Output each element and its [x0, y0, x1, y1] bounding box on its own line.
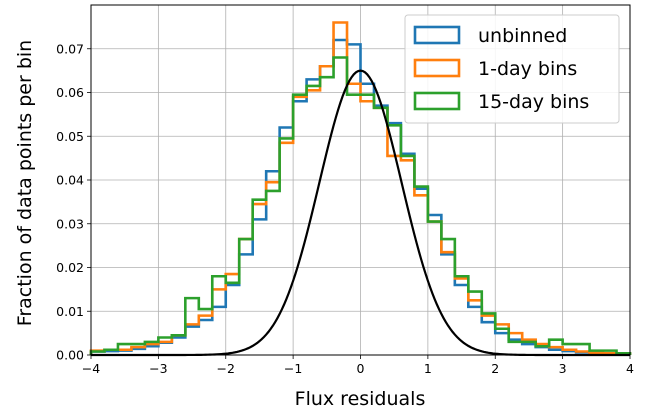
legend-swatch-unbinned	[413, 25, 461, 45]
x-tick-label: 2	[491, 361, 499, 376]
x-tick-label: 3	[559, 361, 567, 376]
y-tick-label: 0.05	[56, 129, 84, 144]
x-axis-label: Flux residuals	[295, 388, 426, 410]
x-tick-label: −4	[82, 361, 100, 376]
legend-label-1-day-bins: 1-day bins	[478, 58, 577, 80]
tick-marks	[87, 48, 631, 359]
y-tick-label: 0.03	[56, 216, 84, 231]
x-tick-label: 0	[357, 361, 365, 376]
y-tick-label: 0.00	[56, 348, 84, 363]
y-axis-label: Fraction of data points per bin	[14, 40, 36, 326]
x-tick-label: −2	[217, 361, 235, 376]
x-tick-label: 4	[626, 361, 634, 376]
y-tick-label: 0.07	[56, 41, 84, 56]
legend: unbinned 1-day bins 15-day bins	[404, 14, 620, 124]
y-tick-label: 0.04	[56, 173, 84, 188]
y-tick-label: 0.01	[56, 304, 84, 319]
x-tick-label: 1	[424, 361, 432, 376]
legend-label-unbinned: unbinned	[478, 25, 567, 47]
tick-labels: −4 −3 −2 −1 0 1 2 3 4 0.00 0.01 0.02 0.03 0.04 0.05 0.0…	[56, 41, 634, 376]
y-tick-label: 0.02	[56, 260, 84, 275]
x-tick-label: −1	[284, 361, 302, 376]
legend-swatch-15-day-bins	[413, 91, 461, 111]
legend-label-15-day-bins: 15-day bins	[478, 91, 589, 113]
y-tick-label: 0.06	[56, 85, 84, 100]
legend-swatch-1-day-bins	[413, 58, 461, 78]
x-tick-label: −3	[149, 361, 167, 376]
histogram-15-day-bins	[89, 56, 632, 355]
